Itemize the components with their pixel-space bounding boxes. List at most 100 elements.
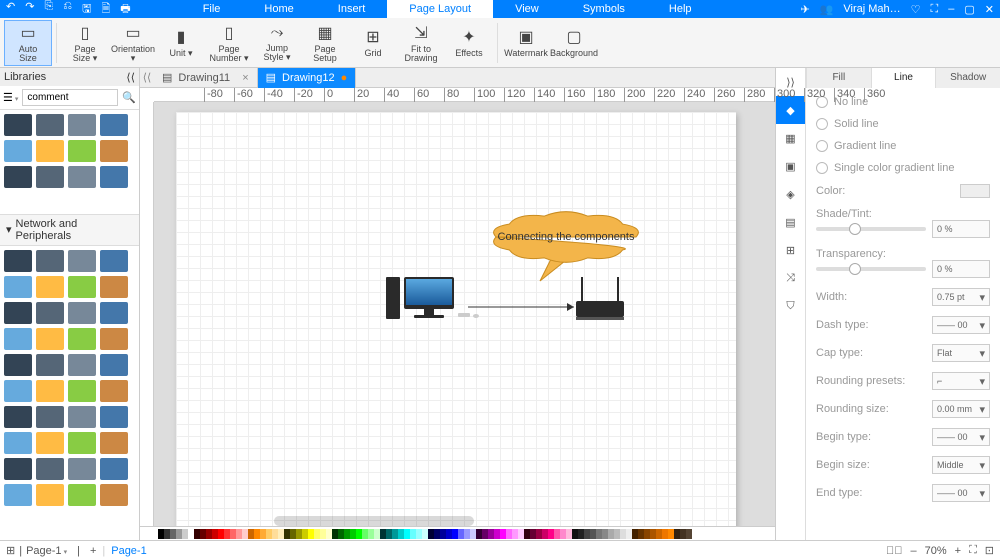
quick-btn[interactable]: 🖫	[82, 0, 91, 19]
shuffle-tool-icon[interactable]: ⤨	[776, 264, 805, 292]
shape-item[interactable]	[100, 302, 128, 324]
shape-item[interactable]	[100, 406, 128, 428]
page-setup-button[interactable]: ▦PageSetup	[301, 20, 349, 66]
menu-view[interactable]: View	[493, 0, 561, 18]
line-option[interactable]: Single color gradient line	[816, 162, 990, 174]
shape-item[interactable]	[100, 140, 128, 162]
prop-value[interactable]: —— 00 ▾	[932, 484, 990, 502]
shape-item[interactable]	[68, 140, 96, 162]
tab-drawing11[interactable]: ▤Drawing11×	[154, 68, 258, 88]
rtab-line[interactable]: Line	[871, 68, 936, 88]
prop-value[interactable]: Flat ▾	[932, 344, 990, 362]
shape-item[interactable]	[4, 276, 32, 298]
shape-item[interactable]	[36, 140, 64, 162]
collab-icon[interactable]: 👥	[820, 3, 834, 16]
collapse-icon[interactable]: ⟨⟨	[126, 71, 135, 84]
menu-file[interactable]: File	[181, 0, 243, 18]
prop-value[interactable]: Middle ▾	[932, 456, 990, 474]
present-icon[interactable]: ▶⃝	[886, 545, 903, 557]
callout-cloud[interactable]: Connecting the components	[494, 212, 639, 281]
zoom-out-button[interactable]: –	[910, 545, 916, 557]
quick-btn[interactable]: ⎌	[63, 0, 72, 19]
auto-size-button[interactable]: ▭AutoSize	[4, 20, 52, 66]
line-option[interactable]: Solid line	[816, 118, 990, 130]
expand-icon[interactable]: ⛶	[931, 3, 939, 16]
shape-item[interactable]	[68, 484, 96, 506]
search-input[interactable]	[22, 89, 118, 106]
shape-item[interactable]	[36, 276, 64, 298]
prop-value[interactable]: 0.00 mm ▾	[932, 400, 990, 418]
shape-item[interactable]	[68, 166, 96, 188]
menu-symbols[interactable]: Symbols	[561, 0, 647, 18]
shape-item[interactable]	[4, 406, 32, 428]
slider-value[interactable]: 0 %	[932, 220, 990, 238]
shape-item[interactable]	[36, 166, 64, 188]
close-icon[interactable]: ✕	[985, 3, 994, 16]
close-tab-icon[interactable]: ×	[242, 72, 248, 84]
shape-item[interactable]	[4, 114, 32, 136]
shape-item[interactable]	[100, 276, 128, 298]
page-size-button[interactable]: ▯PageSize ▾	[61, 20, 109, 66]
shape-item[interactable]	[36, 114, 64, 136]
prop-value[interactable]: ⌐ ▾	[932, 372, 990, 390]
canvas[interactable]: Connecting the components	[154, 102, 775, 526]
user-name[interactable]: Viraj Mah…	[843, 3, 900, 15]
add-page-button[interactable]: +	[90, 545, 96, 557]
search-icon[interactable]: 🔍	[122, 91, 136, 104]
shape-item[interactable]	[68, 458, 96, 480]
shape-item[interactable]	[100, 328, 128, 350]
shape-item[interactable]	[68, 302, 96, 324]
tab-drawing12[interactable]: ▤Drawing12●	[258, 68, 357, 88]
image-tool-icon[interactable]: ▣	[776, 152, 805, 180]
comment-tool-icon[interactable]: ⛉	[776, 292, 805, 320]
effects-button[interactable]: ✦Effects	[445, 20, 493, 66]
shape-item[interactable]	[100, 354, 128, 376]
shape-item[interactable]	[36, 380, 64, 402]
shape-item[interactable]	[100, 484, 128, 506]
shape-item[interactable]	[68, 406, 96, 428]
menu-help[interactable]: Help	[647, 0, 714, 18]
slider[interactable]	[816, 267, 926, 271]
shape-item[interactable]	[4, 250, 32, 272]
quick-btn[interactable]: 🗎	[101, 0, 110, 19]
current-page[interactable]: Page-1	[111, 545, 146, 557]
h-scrollbar[interactable]	[274, 516, 474, 526]
shape-item[interactable]	[100, 458, 128, 480]
rtab-fill[interactable]: Fill	[806, 68, 871, 88]
slider-value[interactable]: 0 %	[932, 260, 990, 278]
fit-button[interactable]: ⇲Fit toDrawing	[397, 20, 445, 66]
heart-icon[interactable]: ♡	[911, 3, 921, 16]
shape-item[interactable]	[4, 302, 32, 324]
computer-shape[interactable]	[386, 277, 479, 319]
menu-home[interactable]: Home	[242, 0, 315, 18]
router-shape[interactable]	[576, 277, 624, 320]
page-tool-icon[interactable]: ▤	[776, 208, 805, 236]
shape-item[interactable]	[100, 380, 128, 402]
shape-item[interactable]	[68, 328, 96, 350]
shape-item[interactable]	[4, 432, 32, 454]
shape-item[interactable]	[68, 114, 96, 136]
prop-value[interactable]: 0.75 pt ▾	[932, 288, 990, 306]
prop-value[interactable]: —— 00 ▾	[932, 428, 990, 446]
fullscreen-icon[interactable]: ⊡	[985, 544, 994, 557]
slider[interactable]	[816, 227, 926, 231]
color-swatch[interactable]	[960, 184, 990, 198]
shape-item[interactable]	[4, 484, 32, 506]
jump-style-button[interactable]: ⤳JumpStyle ▾	[253, 20, 301, 66]
layout-tool-icon[interactable]: ▦	[776, 124, 805, 152]
page[interactable]: Connecting the components	[176, 112, 736, 526]
shape-item[interactable]	[68, 354, 96, 376]
page-number-button[interactable]: ▯PageNumber ▾	[205, 20, 253, 66]
shape-item[interactable]	[68, 380, 96, 402]
min-icon[interactable]: –	[948, 3, 954, 15]
menu-insert[interactable]: Insert	[316, 0, 388, 18]
filter-icon[interactable]: ☰	[3, 91, 18, 104]
shape-item[interactable]	[36, 484, 64, 506]
align-tool-icon[interactable]: ⊞	[776, 236, 805, 264]
unit-button[interactable]: ▮Unit ▾	[157, 20, 205, 66]
orientation-button[interactable]: ▭Orientation ▾	[109, 20, 157, 66]
palette-swatch[interactable]	[686, 529, 692, 539]
share-icon[interactable]: ✈	[800, 3, 809, 16]
watermark-button[interactable]: ▣Watermark	[502, 20, 550, 66]
shape-item[interactable]	[36, 354, 64, 376]
